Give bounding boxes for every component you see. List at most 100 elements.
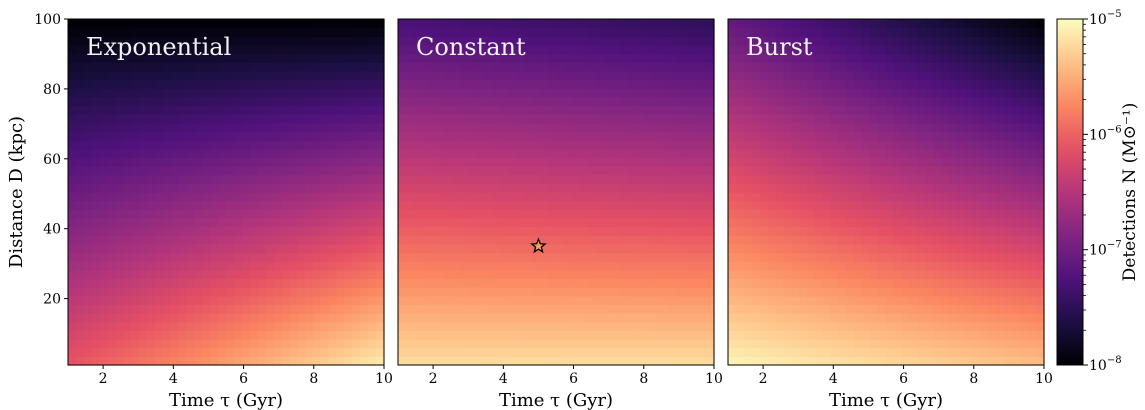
heatmap-cell: [83, 356, 93, 366]
heatmap-cell: [830, 140, 840, 150]
heatmap-cell: [328, 19, 338, 29]
heatmap-cell: [524, 356, 533, 366]
heatmap-cell: [508, 183, 518, 193]
heatmap-cell: [775, 287, 784, 297]
heatmap-cell: [611, 287, 620, 297]
heatmap-cell: [996, 19, 1006, 29]
heatmap-cell: [642, 62, 652, 72]
heatmap-cell: [728, 27, 737, 37]
heatmap-cell: [194, 183, 203, 193]
heatmap-cell: [516, 356, 525, 366]
heatmap-cell: [650, 140, 660, 150]
heatmap-cell: [830, 347, 840, 357]
heatmap-cell: [996, 304, 1006, 314]
heatmap-cell: [603, 148, 612, 158]
heatmap-cell: [658, 200, 668, 210]
heatmap-cell: [862, 79, 871, 89]
heatmap-cell: [822, 295, 832, 306]
heatmap-cell: [532, 96, 541, 107]
heatmap-cell: [791, 226, 800, 236]
heatmap-cell: [154, 209, 164, 219]
heatmap-cell: [241, 105, 251, 115]
heatmap-cell: [194, 148, 203, 158]
heatmap-cell: [909, 330, 919, 340]
heatmap-cell: [579, 96, 589, 107]
heatmap-cell: [571, 356, 581, 366]
colorbar-tick-label: 10−7: [1089, 240, 1122, 259]
heatmap-cell: [194, 226, 203, 236]
heatmap-cell: [461, 122, 470, 133]
heatmap-cell: [611, 217, 620, 228]
heatmap-cell: [690, 44, 699, 55]
heatmap-cell: [99, 122, 109, 133]
heatmap-cell: [336, 174, 346, 184]
heatmap-cell: [162, 304, 172, 314]
heatmap-cell: [360, 278, 369, 288]
heatmap-cell: [376, 217, 385, 228]
heatmap-cell: [265, 148, 274, 158]
heatmap-cell: [202, 79, 211, 89]
heatmap-cell: [807, 269, 816, 280]
heatmap-cell: [957, 313, 966, 323]
heatmap-cell: [822, 79, 832, 89]
heatmap-cell: [241, 200, 251, 210]
heatmap-cell: [241, 70, 251, 81]
heatmap-cell: [344, 44, 353, 55]
heatmap-cell: [941, 321, 950, 331]
heatmap-cell: [682, 157, 691, 167]
heatmap-cell: [698, 27, 707, 37]
heatmap-cell: [791, 166, 800, 176]
heatmap-cell: [83, 339, 93, 349]
heatmap-cell: [469, 122, 478, 133]
heatmap-cell: [642, 235, 652, 245]
heatmap-cell: [933, 183, 942, 193]
heatmap-cell: [775, 347, 784, 357]
heatmap-cell: [516, 166, 525, 176]
heatmap-cell: [297, 44, 306, 55]
heatmap-cell: [666, 217, 676, 228]
heatmap-cell: [429, 192, 439, 202]
heatmap-cell: [814, 27, 824, 37]
heatmap-cell: [469, 269, 478, 280]
heatmap-cell: [595, 209, 604, 219]
heatmap-cell: [484, 347, 494, 357]
heatmap-cell: [886, 278, 895, 288]
heatmap-cell: [75, 140, 85, 150]
heatmap-cell: [1004, 53, 1013, 63]
heatmap-cell: [328, 70, 338, 81]
heatmap-cell: [178, 166, 188, 176]
heatmap-cell: [838, 157, 848, 167]
heatmap-cell: [941, 114, 950, 124]
heatmap-cell: [421, 19, 431, 29]
heatmap-cell: [988, 183, 998, 193]
heatmap-cell: [186, 166, 195, 176]
heatmap-cell: [642, 183, 652, 193]
heatmap-cell: [139, 148, 148, 158]
heatmap-cell: [682, 27, 691, 37]
heatmap-cell: [595, 321, 604, 331]
heatmap-cell: [682, 148, 691, 158]
heatmap-cell: [297, 200, 306, 210]
heatmap-cell: [115, 19, 124, 29]
heatmap-cell: [532, 157, 541, 167]
heatmap-cell: [405, 261, 415, 271]
heatmap-cell: [320, 347, 330, 357]
heatmap-cell: [799, 36, 808, 46]
heatmap-cell: [957, 88, 966, 98]
heatmap-cell: [68, 192, 77, 202]
heatmap-cell: [886, 321, 895, 331]
heatmap-cell: [289, 252, 298, 262]
heatmap-cell: [822, 36, 832, 46]
heatmap-cell: [619, 243, 628, 254]
heatmap-cell: [658, 209, 668, 219]
heatmap-cell: [178, 70, 188, 81]
heatmap-cell: [783, 243, 792, 254]
heatmap-cell: [658, 122, 668, 133]
heatmap-cell: [972, 44, 982, 55]
heatmap-cell: [540, 157, 549, 167]
heatmap-cell: [368, 88, 377, 98]
heatmap-cell: [619, 114, 628, 124]
heatmap-cell: [759, 261, 769, 271]
heatmap-cell: [563, 114, 573, 124]
heatmap-cell: [799, 174, 808, 184]
